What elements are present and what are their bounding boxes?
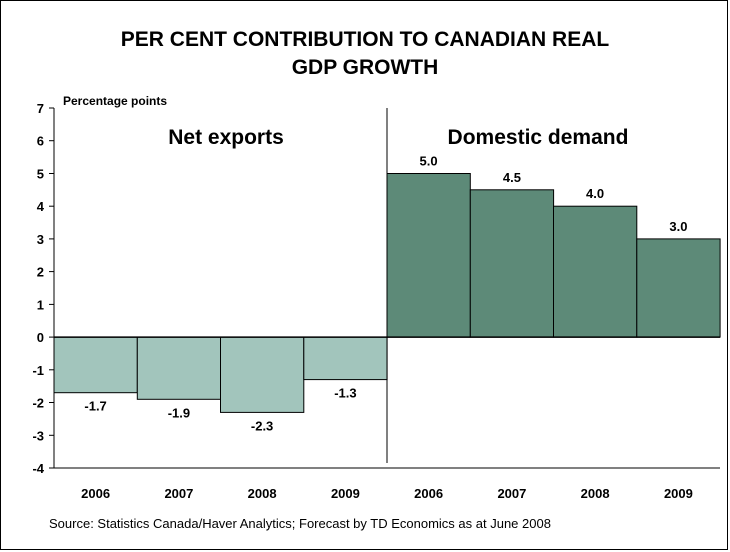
bar-net-exports-2006 — [53, 336, 138, 394]
data-label-net-exports-2007: -1.9 — [168, 405, 190, 420]
bar-domestic-demand-2008 — [553, 205, 638, 338]
data-label-domestic-demand-2007: 4.5 — [503, 170, 521, 185]
bar-net-exports-2007 — [136, 336, 222, 400]
bar-domestic-demand-2009 — [636, 238, 721, 338]
x-category-label-1: 2007 — [164, 486, 193, 501]
x-category-label-7: 2009 — [664, 486, 693, 501]
x-category-label-4: 2006 — [414, 486, 443, 501]
chart-title-line-2: GDP GROWTH — [292, 56, 439, 79]
y-tick-label: 3 — [37, 232, 44, 247]
data-label-net-exports-2008: -2.3 — [251, 418, 273, 433]
section-label-net-exports: Net exports — [168, 126, 284, 149]
data-label-domestic-demand-2008: 4.0 — [586, 186, 604, 201]
data-label-domestic-demand-2009: 3.0 — [669, 219, 687, 234]
data-label-domestic-demand-2006: 5.0 — [420, 154, 438, 169]
section-label-domestic-demand: Domestic demand — [448, 126, 629, 149]
y-tick-label: 7 — [37, 101, 44, 116]
bar-domestic-demand-2006 — [386, 173, 471, 338]
y-tick-label: 5 — [37, 167, 44, 182]
axes-layer — [53, 108, 720, 469]
y-tick-label: 0 — [37, 330, 44, 345]
y-tick-label: 2 — [37, 265, 44, 280]
y-tick-label: 6 — [37, 134, 44, 149]
bar-net-exports-2009 — [303, 336, 388, 381]
source-note: Source: Statistics Canada/Haver Analytic… — [49, 516, 551, 531]
data-label-net-exports-2006: -1.7 — [84, 399, 106, 414]
y-tick-label: 4 — [37, 199, 45, 214]
x-category-label-0: 2006 — [81, 486, 110, 501]
y-tick-label: 1 — [37, 297, 44, 312]
x-category-label-6: 2008 — [581, 486, 610, 501]
y-tick-label: -3 — [32, 428, 44, 443]
ticks-layer: -4 -3 -2 -1 0 1 2 3 4 5 6 7 2006 2007 2008 2009 2006 2007… — [32, 101, 692, 501]
y-tick-label: -1 — [32, 363, 44, 378]
data-label-net-exports-2009: -1.3 — [334, 386, 356, 401]
y-tick-label: -4 — [32, 461, 44, 476]
bars-layer — [53, 173, 721, 413]
y-tick-label: -2 — [32, 396, 44, 411]
labels-layer: -1.7 -1.9 -2.3 -1.3 5.0 4.5 4.0 3.0 — [84, 154, 687, 434]
x-category-label-3: 2009 — [331, 486, 360, 501]
x-category-label-5: 2007 — [497, 486, 526, 501]
bar-net-exports-2008 — [220, 336, 305, 413]
chart-title-line-1: PER CENT CONTRIBUTION TO CANADIAN REAL — [121, 28, 610, 51]
x-category-label-2: 2008 — [248, 486, 277, 501]
y-axis-unit-label: Percentage points — [63, 94, 167, 108]
bar-domestic-demand-2007 — [469, 189, 555, 338]
